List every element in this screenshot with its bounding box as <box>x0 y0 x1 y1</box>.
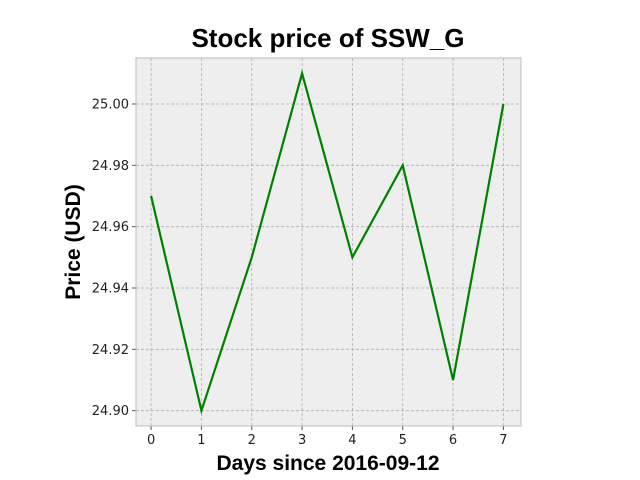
x-tick-label: 5 <box>399 433 407 448</box>
x-tick-label: 6 <box>449 433 457 448</box>
chart-title: Stock price of SSW_G <box>191 23 464 53</box>
y-tick-label: 24.90 <box>92 404 129 419</box>
x-axis-label: Days since 2016-09-12 <box>217 452 440 475</box>
y-axis-label: Price (USD) <box>62 184 85 300</box>
grid-lines <box>136 58 521 426</box>
x-tick-label: 4 <box>348 433 356 448</box>
x-tick-label: 2 <box>248 433 256 448</box>
y-tick-label: 24.98 <box>92 159 129 174</box>
price-line <box>150 69 505 415</box>
axis-ticks: 0 1 2 3 4 5 6 7 24.90 24.92 24.94 24.96 24.98 25.00 <box>92 98 508 449</box>
x-tick-label: 3 <box>298 433 306 448</box>
plot-frame <box>135 57 522 427</box>
x-tick-label: 7 <box>499 433 507 448</box>
x-tick-label: 1 <box>197 433 205 448</box>
y-tick-label: 25.00 <box>92 98 129 113</box>
y-tick-label: 24.94 <box>92 282 129 297</box>
plot-area <box>136 58 521 426</box>
x-tick-label: 0 <box>147 433 155 448</box>
y-tick-label: 24.92 <box>92 343 129 358</box>
series-layer <box>150 69 505 415</box>
y-tick-label: 24.96 <box>92 220 129 235</box>
